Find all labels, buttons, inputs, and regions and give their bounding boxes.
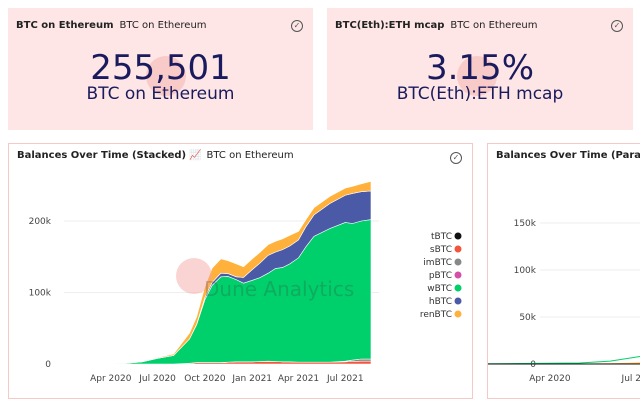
y-tick-label: 100k — [29, 289, 52, 299]
dune-logo-watermark — [457, 56, 497, 96]
x-tick-label: Apr 2021 — [278, 374, 319, 384]
kpi-title: BTC on Ethereum — [16, 20, 114, 31]
legend-marker-tBTC — [454, 232, 462, 240]
legend-marker-hBTC — [454, 297, 462, 305]
x-tick-label: Apr 2020 — [529, 374, 571, 384]
kpi-card-btc-eth-mcap: BTC(Eth):ETH mcap BTC on Ethereum ✓ 3.15%… — [327, 8, 633, 130]
y-tick-label: 100k — [514, 266, 537, 276]
legend-label-imBTC: imBTC — [423, 258, 452, 268]
y-tick-label: 150k — [514, 219, 537, 229]
y-tick-label: 50k — [519, 313, 536, 323]
parallel-line-chart: 0 50k 100k 150k Apr 2020 Jul 2020 — [488, 219, 640, 384]
watermark-text: Dune Analytics — [204, 277, 354, 301]
legend-marker-renBTC — [454, 310, 462, 318]
kpi-value: 255,501 — [90, 48, 231, 88]
x-tick-label: Oct 2020 — [184, 374, 226, 384]
x-tick-label: Jul 2020 — [621, 374, 640, 384]
area-renBTC — [63, 180, 372, 365]
kpi-label: BTC(Eth):ETH mcap — [396, 84, 564, 104]
dune-logo-watermark — [176, 258, 212, 294]
x-tick-label: Jul 2020 — [138, 374, 176, 384]
legend-label-wBTC: wBTC — [427, 284, 452, 294]
legend-label-hBTC: hBTC — [429, 297, 452, 307]
x-tick-label: Jul 2021 — [326, 374, 364, 384]
chart-title: Balances Over Time (Stacked) — [17, 150, 187, 161]
chart-increasing-icon: 📈 — [189, 150, 202, 161]
kpi-subtitle: BTC on Ethereum — [119, 20, 207, 31]
legend-marker-sBTC — [454, 245, 462, 253]
parallel-chart-card: Balances Over Time (Parallel)📊 050k100k1… — [487, 143, 640, 399]
legend-label-tBTC: tBTC — [431, 232, 452, 242]
kpi-card-btc-on-ethereum: BTC on Ethereum BTC on Ethereum ✓ 255,501… — [8, 8, 313, 130]
kpi-label: BTC on Ethereum — [86, 84, 235, 104]
legend-label-renBTC: renBTC — [420, 310, 452, 320]
stacked-area-chart: 0 100k 200k Apr 2020 Jul 2020 Oct 2020 Jan 202… — [29, 180, 462, 384]
check-circle-icon[interactable]: ✓ — [450, 152, 462, 164]
line-hBTC — [488, 363, 640, 365]
y-tick-label: 0 — [45, 360, 51, 370]
legend-marker-pBTC — [454, 271, 462, 279]
legend-marker-wBTC — [454, 284, 462, 292]
legend-marker-imBTC — [454, 258, 462, 266]
x-tick-label: Apr 2020 — [90, 374, 132, 384]
kpi-subtitle: BTC on Ethereum — [450, 20, 538, 31]
kpi-value: 3.15% — [425, 48, 534, 88]
line-wBTC — [488, 355, 640, 365]
stacked-chart-card: Balances Over Time (Stacked) 📈 BTC on Ethe… — [8, 143, 473, 399]
chart-title: Balances Over Time (Parallel) — [496, 150, 640, 161]
legend-label-sBTC: sBTC — [430, 245, 452, 255]
dune-logo-watermark — [146, 56, 186, 96]
kpi-title: BTC(Eth):ETH mcap — [335, 20, 445, 31]
chart-subtitle: BTC on Ethereum — [206, 150, 294, 161]
legend-label-pBTC: pBTC — [429, 271, 452, 281]
check-circle-icon[interactable]: ✓ — [611, 20, 623, 32]
line-renBTC — [488, 362, 640, 365]
check-circle-icon[interactable]: ✓ — [291, 20, 303, 32]
y-tick-label: 0 — [530, 360, 536, 370]
x-tick-label: Jan 2021 — [231, 374, 272, 384]
y-tick-label: 200k — [29, 217, 52, 227]
